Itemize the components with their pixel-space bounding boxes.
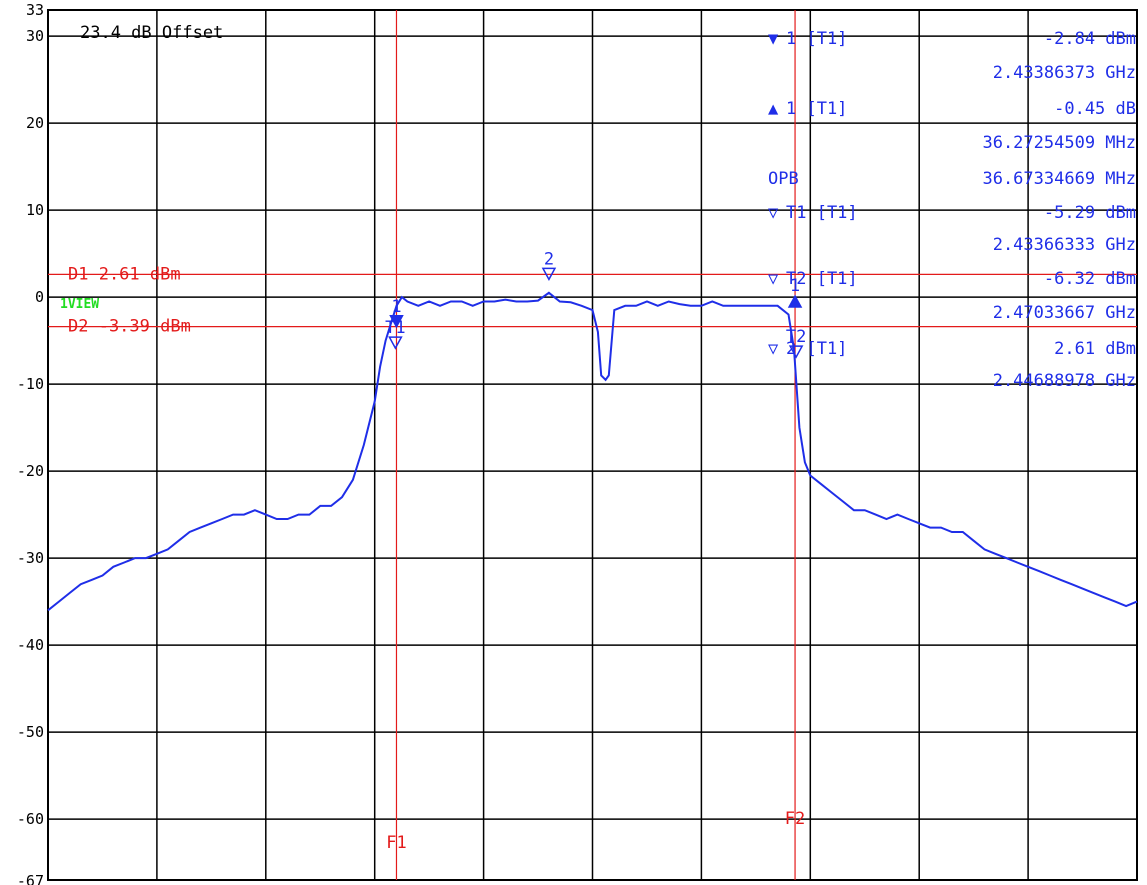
display-line-label: D1 2.61 dBm (68, 264, 181, 284)
y-tick-label: -30 (17, 549, 44, 567)
frequency-line-label: F1 (386, 833, 406, 853)
marker-table-value: -0.45 dB (1054, 99, 1136, 119)
marker-table-symbol: ▽ (768, 269, 779, 289)
marker-label: 1 (391, 297, 401, 317)
marker-table-symbol: ▽ (768, 203, 779, 223)
marker-table-frequency: 36.67334669 MHz (982, 169, 1136, 189)
marker-table-name: T1 [T1] (786, 203, 858, 223)
trace (47, 291, 1138, 612)
marker-table-value: -2.84 dBm (1044, 29, 1136, 49)
offset-label: 23.4 dB Offset (80, 23, 223, 43)
y-tick-label: -67 (17, 872, 44, 885)
marker-symbol (541, 267, 557, 281)
marker-symbol (788, 345, 804, 359)
y-tick-label: 10 (26, 201, 44, 219)
marker-table-name: T2 [T1] (786, 269, 858, 289)
y-tick-label: -40 (17, 636, 44, 654)
marker-label: 1 (790, 276, 800, 296)
reference-lines: D1 2.61 dBm D2 -3.39 dBm F1 F2 (48, 10, 1137, 880)
y-tick-label: -20 (17, 462, 44, 480)
marker-table-frequency: 2.43386373 GHz (993, 63, 1136, 83)
marker-symbol (388, 336, 403, 350)
marker-table-value: -5.29 dBm (1044, 203, 1136, 223)
marker-table-symbol: ▽ (768, 339, 779, 359)
view-label: 1VIEW (60, 297, 99, 312)
y-tick-label: 20 (26, 114, 44, 132)
marker-table: ▼ 1 [T1] -2.84 dBm 2.43386373 GHz ▲ 1 [T1] -0.… (768, 29, 1136, 391)
marker-label: T2 (786, 327, 806, 347)
marker-table-name: 2 [T1] (786, 339, 847, 359)
y-tick-label: 0 (35, 288, 44, 306)
marker-table-value: -6.32 dBm (1044, 269, 1136, 289)
marker-table-name: OPB (768, 169, 799, 189)
marker-table-frequency: 2.43366333 GHz (993, 235, 1136, 255)
y-tick-label: -10 (17, 375, 44, 393)
marker-symbol (787, 294, 803, 308)
marker-table-frequency: 36.27254509 MHz (982, 133, 1136, 153)
display-line-label: D2 -3.39 dBm (68, 317, 191, 337)
marker-table-frequency: 2.44688978 GHz (993, 371, 1136, 391)
marker-label: 2 (544, 249, 554, 269)
marker-symbol (389, 315, 404, 329)
y-tick-label: -50 (17, 723, 44, 741)
y-tick-label: -60 (17, 810, 44, 828)
marker-table-frequency: 2.47033667 GHz (993, 303, 1136, 323)
trace-line (47, 291, 1138, 612)
grid (47, 9, 1138, 881)
marker-table-name: 1 [T1] (786, 99, 847, 119)
marker-table-symbol: ▲ (768, 99, 779, 119)
marker-label: T1 (385, 318, 405, 338)
frequency-line-label: F2 (785, 809, 805, 829)
y-axis-labels: 30 20 10 0 -10 -20 -30 -40 -50 -60 33 -67 (17, 1, 44, 885)
marker-table-name: 1 [T1] (786, 29, 847, 49)
marker-table-symbol: ▼ (768, 29, 779, 49)
marker-table-value: 2.61 dBm (1054, 339, 1136, 359)
y-tick-label: 30 (26, 27, 44, 45)
y-tick-label: 33 (26, 1, 44, 19)
